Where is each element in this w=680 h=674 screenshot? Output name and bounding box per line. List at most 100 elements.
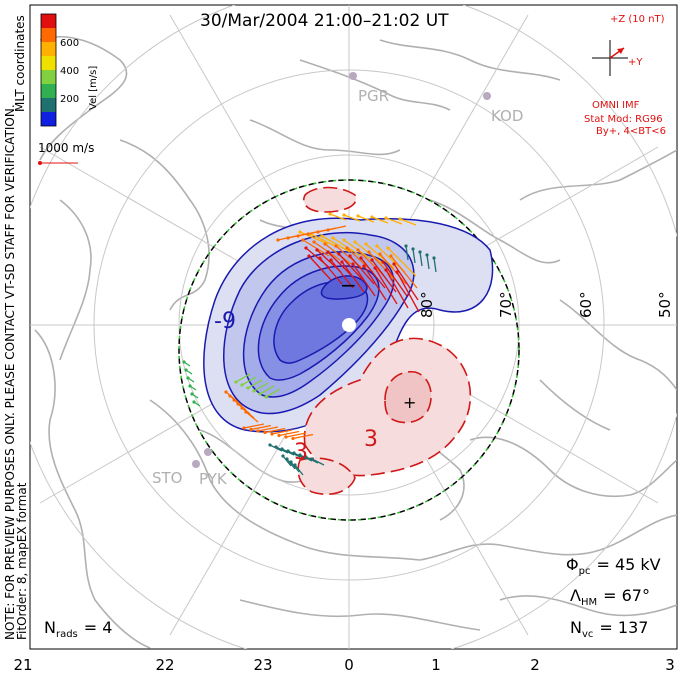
velocity-vector (329, 213, 347, 221)
velocity-vector-origin (362, 264, 366, 268)
velocity-vector-origin (304, 246, 308, 250)
velocity-vector (396, 271, 420, 313)
velocity-vector (245, 411, 259, 423)
lat-label-70: 70° (497, 291, 515, 318)
lat-label-60: 60° (577, 291, 595, 318)
velocity-vector-origin (351, 262, 355, 266)
velocity-vector-origin (281, 454, 285, 458)
velocity-vector (341, 261, 365, 293)
preview-note: NOTE: FOR PREVIEW PURPOSES ONLY. PLEASE … (3, 104, 17, 640)
velocity-vector-origin (268, 443, 272, 447)
stat-model-label: Stat Mod: RG96 (584, 114, 663, 125)
velocity-vector (327, 225, 347, 231)
velocity-vector-origin (334, 244, 338, 248)
station-pyk: PYK (192, 460, 228, 488)
velocity-vector (433, 257, 437, 273)
velocity-vector (302, 239, 330, 257)
velocity-vector-origin (298, 230, 302, 234)
velocity-vector-origin (359, 256, 363, 260)
velocity-vector (343, 214, 361, 222)
map-statistics: Φpc = 45 kV ΛHM = 67° Nvc = 137 Nrads = 4 (44, 555, 661, 640)
velocity-vector-origin (186, 376, 190, 380)
velocity-vector (310, 233, 340, 249)
velocity-vector-origin (370, 258, 374, 262)
velocity-colorbar: 600 400 200 Vel [m/s] (40, 13, 99, 127)
velocity-vector-origin (323, 242, 327, 246)
velocity-vector-origin (384, 216, 388, 220)
velocity-vector (379, 253, 407, 285)
velocity-vector-origin (340, 260, 344, 264)
velocity-vector-origin (240, 383, 244, 387)
velocity-vector-origin (345, 246, 349, 250)
station-sto: STO (152, 448, 212, 487)
velocity-vector-origin (326, 228, 330, 232)
velocity-vector (285, 432, 307, 438)
mlt-tick: 3 (665, 656, 675, 674)
velocity-vector-origin (264, 395, 268, 399)
velocity-vector-origin (328, 212, 332, 216)
velocity-vector-origin (242, 426, 246, 430)
contour-label-positive-2: 3 (364, 427, 378, 452)
colorbar-tick: 600 (60, 38, 79, 49)
velocity-vector (247, 379, 263, 389)
velocity-vector (253, 382, 269, 392)
velocity-vector-origin (188, 384, 192, 388)
mlt-tick: 21 (13, 656, 32, 674)
velocity-vector (259, 385, 275, 395)
velocity-vector-origin (353, 240, 357, 244)
velocity-vector-origin (318, 256, 322, 260)
velocity-vector-origin (296, 234, 300, 238)
velocity-vector (290, 461, 300, 473)
velocity-vector-origin (398, 217, 402, 221)
velocity-vector (385, 217, 403, 225)
velocity-vector-origin (411, 247, 415, 251)
velocity-vector-origin (392, 262, 396, 266)
velocity-vector-origin (284, 435, 288, 439)
velocity-vector-origin (425, 253, 429, 257)
velocity-vector (321, 235, 351, 253)
velocity-vector-origin (348, 254, 352, 258)
velocity-vector-origin (263, 430, 267, 435)
velocity-vector-origin (418, 250, 422, 254)
velocity-vector (363, 265, 387, 301)
velocity-vector (357, 249, 385, 277)
velocity-vector (368, 251, 396, 281)
velocity-vector (360, 257, 386, 289)
velocity-vector-origin (381, 260, 385, 264)
nrads-stat: Nrads = 4 (44, 618, 112, 640)
mlt-tick: 0 (344, 656, 354, 674)
velocity-vector (319, 257, 343, 285)
velocity-vector (271, 429, 293, 435)
velocity-vector-origin (386, 246, 390, 250)
velocity-vector-origin (310, 457, 314, 461)
velocity-vector (265, 388, 281, 398)
velocity-vector-origin (364, 242, 368, 246)
imf-clock: +Z (10 nT) +Y OMNI IMF Stat Mod: RG96 By… (584, 14, 666, 137)
velocity-vector-origin (432, 256, 436, 260)
velocity-vector-origin (277, 433, 281, 438)
velocity-vector (241, 376, 257, 386)
colorbar-tick: 200 (60, 94, 79, 105)
positive-potential-cell (297, 186, 472, 496)
velocity-vector (330, 259, 354, 289)
mlt-tick: 23 (253, 656, 272, 674)
velocity-vector-origin (228, 394, 232, 398)
velocity-vector-origin (378, 252, 382, 256)
velocity-vector-origin (182, 360, 186, 364)
nvc-stat: Nvc = 137 (570, 618, 648, 640)
velocity-vector-origin (304, 455, 308, 459)
velocity-vector (235, 373, 251, 383)
potential-max-marker: + (403, 393, 416, 412)
velocity-vector-origin (356, 214, 360, 218)
colorbar-label: Vel [m/s] (88, 66, 99, 110)
velocity-vector-origin (342, 238, 346, 242)
velocity-vector-origin (249, 427, 253, 432)
velocity-vector-origin (307, 254, 311, 258)
velocity-vector (371, 216, 389, 224)
vector-scale: 1000 m/s (38, 141, 94, 165)
velocity-vector-origin (315, 248, 319, 252)
station-label: KOD (491, 107, 523, 125)
velocity-vector-origin (256, 429, 260, 433)
lat-label-50: 50° (656, 291, 674, 318)
